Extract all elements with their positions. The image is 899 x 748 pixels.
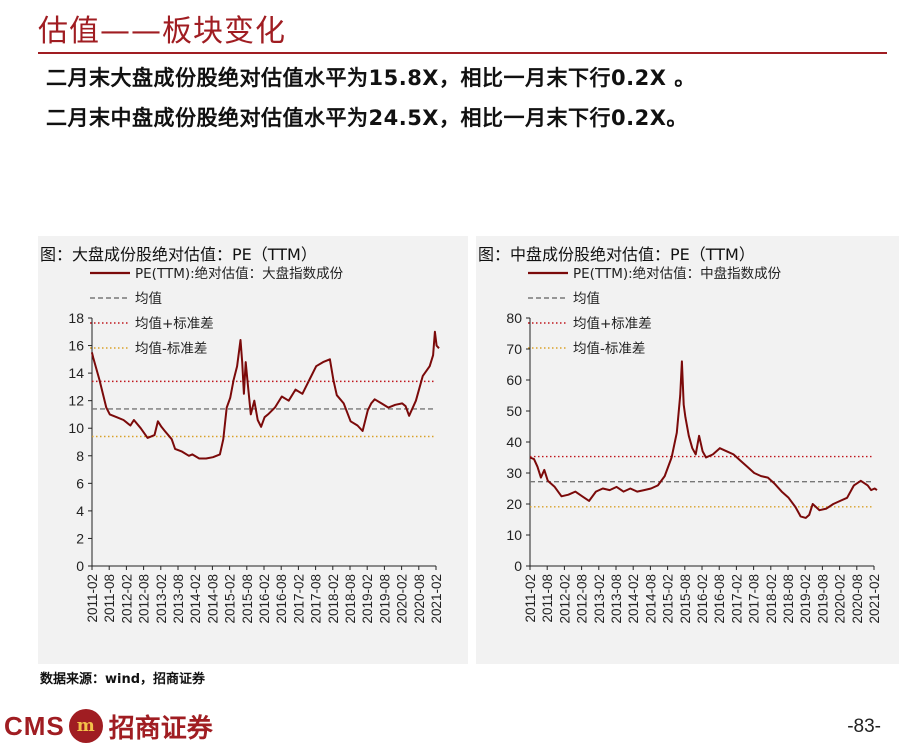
x-tick-label: 2011-08 xyxy=(102,574,117,623)
x-tick-label: 2013-08 xyxy=(609,574,624,624)
x-tick-label: 2013-02 xyxy=(592,574,607,624)
x-tick-label: 2018-08 xyxy=(781,574,796,624)
x-tick-label: 2014-02 xyxy=(626,574,641,624)
page-number: -83- xyxy=(847,716,881,737)
legend-label: 均值+标准差 xyxy=(135,316,214,332)
x-tick-label: 2018-02 xyxy=(326,574,341,624)
x-tick-label: 2015-02 xyxy=(661,574,676,624)
legend-label: 均值+标准差 xyxy=(573,316,652,332)
title-divider xyxy=(38,52,887,54)
x-tick-label: 2020-02 xyxy=(833,574,848,624)
x-tick-label: 2012-02 xyxy=(557,574,572,624)
y-tick-label: 10 xyxy=(506,527,522,543)
pe-series-line xyxy=(90,330,440,460)
x-tick-label: 2011-08 xyxy=(540,574,555,623)
x-tick-label: 2016-02 xyxy=(257,574,272,624)
x-tick-label: 2019-02 xyxy=(360,574,375,624)
x-tick-label: 2015-02 xyxy=(223,574,238,624)
legend-label: 均值-标准差 xyxy=(135,341,207,357)
x-tick-label: 2018-08 xyxy=(343,574,358,624)
summary-line-large-cap: 二月末大盘成份股绝对估值水平为15.8X，相比一月末下行0.2X 。 xyxy=(46,66,696,90)
x-tick-label: 2018-02 xyxy=(764,574,779,624)
data-source-note: 数据来源：wind，招商证券 xyxy=(40,672,206,687)
y-tick-label: 50 xyxy=(506,403,522,419)
logo-cms-text: CMS xyxy=(4,710,65,741)
x-tick-label: 2021-02 xyxy=(429,574,444,624)
legend-label: 均值-标准差 xyxy=(573,341,645,357)
x-tick-label: 2014-08 xyxy=(205,574,220,624)
x-tick-label: 2016-08 xyxy=(712,574,727,624)
legend-label: 均值 xyxy=(573,291,600,307)
summary-line-mid-cap: 二月末中盘成份股绝对估值水平为24.5X，相比一月末下行0.2X。 xyxy=(46,106,688,130)
y-tick-label: 20 xyxy=(506,496,522,512)
y-tick-label: 0 xyxy=(76,558,84,574)
x-tick-label: 2016-08 xyxy=(274,574,289,624)
y-tick-label: 4 xyxy=(76,503,84,519)
legend-label: 均值 xyxy=(135,291,162,307)
y-tick-label: 16 xyxy=(68,338,84,354)
legend-label: PE(TTM):绝对估值：中盘指数成份 xyxy=(573,265,782,282)
pe-series-line xyxy=(529,360,878,519)
x-tick-label: 2017-08 xyxy=(309,574,324,624)
chart-panel-mid-cap: 图：中盘成份股绝对估值：PE（TTM） PE(TTM):绝对估值：中盘指数成份均… xyxy=(476,236,899,664)
y-tick-label: 6 xyxy=(76,475,84,491)
x-tick-label: 2012-08 xyxy=(137,574,152,624)
y-tick-label: 40 xyxy=(506,434,522,450)
y-tick-label: 0 xyxy=(514,558,522,574)
x-tick-label: 2013-08 xyxy=(171,574,186,624)
y-tick-label: 60 xyxy=(506,372,522,388)
y-tick-label: 2 xyxy=(76,530,84,546)
chart-panel-large-cap: 图：大盘成份股绝对估值：PE（TTM） PE(TTM):绝对估值：大盘指数成份均… xyxy=(38,236,468,664)
x-tick-label: 2013-02 xyxy=(154,574,169,624)
x-tick-label: 2017-02 xyxy=(729,574,744,624)
x-tick-label: 2011-02 xyxy=(85,574,100,623)
x-tick-label: 2012-08 xyxy=(575,574,590,624)
company-logo: CMS m 招商证券 xyxy=(4,708,213,744)
chart-title: 图：中盘成份股绝对估值：PE（TTM） xyxy=(478,245,755,264)
y-tick-label: 80 xyxy=(506,310,522,326)
x-tick-label: 2014-02 xyxy=(188,574,203,624)
x-tick-label: 2014-08 xyxy=(643,574,658,624)
logo-badge-icon: m xyxy=(68,709,103,743)
x-tick-label: 2017-02 xyxy=(291,574,306,624)
page-title: 估值——板块变化 xyxy=(38,14,286,49)
y-tick-label: 30 xyxy=(506,465,522,481)
x-tick-label: 2011-02 xyxy=(523,574,538,623)
x-tick-label: 2019-02 xyxy=(798,574,813,624)
legend-label: PE(TTM):绝对估值：大盘指数成份 xyxy=(135,265,344,282)
x-tick-label: 2015-08 xyxy=(678,574,693,624)
x-tick-label: 2015-08 xyxy=(240,574,255,624)
x-tick-label: 2021-02 xyxy=(867,574,882,624)
x-tick-label: 2020-08 xyxy=(850,574,865,624)
y-tick-label: 8 xyxy=(76,448,84,464)
y-tick-label: 70 xyxy=(506,341,522,357)
logo-chinese-text: 招商证券 xyxy=(108,713,213,744)
y-tick-label: 10 xyxy=(68,420,84,436)
x-tick-label: 2020-02 xyxy=(395,574,410,624)
x-tick-label: 2016-02 xyxy=(695,574,710,624)
x-tick-label: 2012-02 xyxy=(119,574,134,624)
y-tick-label: 14 xyxy=(68,365,84,381)
y-tick-label: 18 xyxy=(68,310,84,326)
x-tick-label: 2019-08 xyxy=(377,574,392,624)
x-tick-label: 2019-08 xyxy=(815,574,830,624)
x-tick-label: 2020-08 xyxy=(412,574,427,624)
y-tick-label: 12 xyxy=(68,393,84,409)
x-tick-label: 2017-08 xyxy=(747,574,762,624)
chart-title: 图：大盘成份股绝对估值：PE（TTM） xyxy=(40,245,317,264)
